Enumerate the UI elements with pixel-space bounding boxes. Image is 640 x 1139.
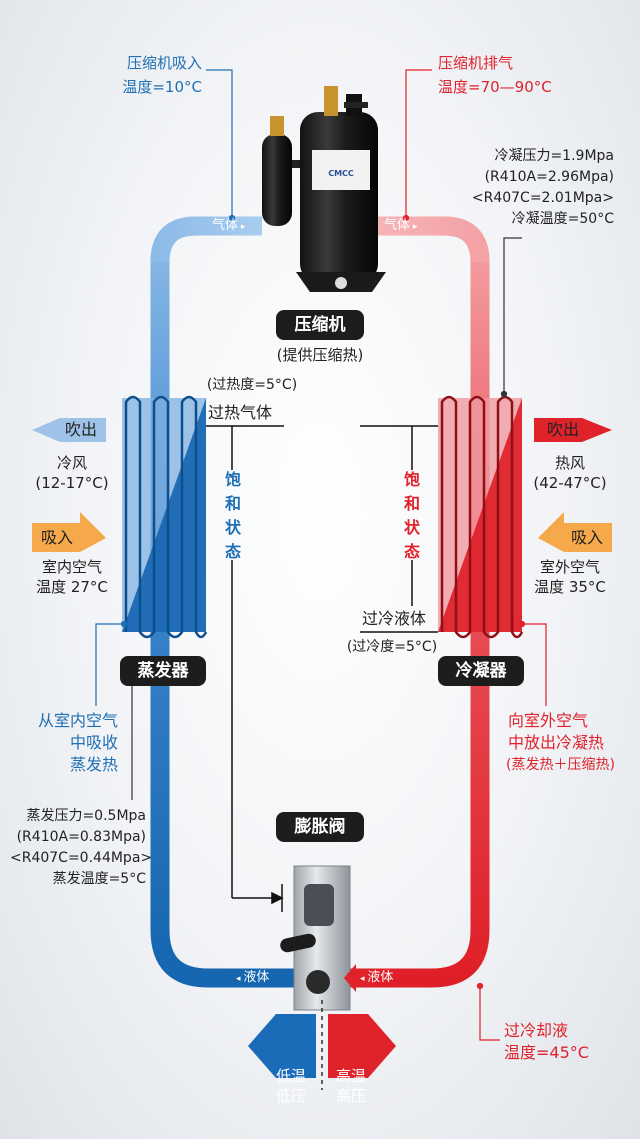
condenser-title: 冷凝器 — [438, 656, 524, 686]
cond-blow-out-arrow — [534, 418, 612, 442]
condensing-temperature: 冷凝温度=50°C — [511, 211, 614, 227]
absorb-line-3: 蒸发热 — [69, 755, 118, 774]
evap-intake-desc-2: 温度 27°C — [36, 578, 108, 596]
subcool-bracket — [360, 425, 438, 633]
evap-blow-out-label: 吹出 — [64, 420, 97, 439]
expansion-valve — [280, 865, 351, 1011]
expansion-valve-title: 膨胀阀 — [276, 812, 364, 842]
evaporator-coil — [122, 395, 208, 639]
absorb-pointer — [95, 620, 128, 706]
intake-label-1: 压缩机吸入 — [126, 54, 202, 72]
release-line-3: (蒸发热＋压缩热) — [506, 757, 615, 773]
saturation-right: 饱和状态 — [403, 470, 420, 561]
evap-blow-out-arrow — [32, 418, 106, 442]
saturation-left: 饱和状态 — [224, 470, 241, 561]
evaporating-r410a: (R410A=0.83Mpa) — [16, 829, 146, 845]
subcooled-line-1: 过冷却液 — [504, 1021, 569, 1040]
condensing-r407c: <R407C=2.01Mpa> — [471, 190, 614, 206]
subcooled-line-2: 温度=45°C — [504, 1043, 589, 1062]
evap-intake-label: 吸入 — [40, 528, 73, 547]
evaporating-pressure: 蒸发压力=0.5Mpa — [26, 808, 146, 824]
release-line-2: 中放出冷凝热 — [508, 733, 605, 752]
condensing-pointer — [500, 237, 522, 398]
absorb-line-1: 从室内空气 — [37, 711, 118, 730]
cond-blow-out-label: 吹出 — [546, 420, 579, 439]
subcool-label: 过冷液体 — [362, 609, 427, 628]
evaporator-title: 蒸发器 — [120, 656, 206, 686]
condensing-pressure: 冷凝压力=1.9Mpa — [494, 148, 614, 164]
pipe-loop — [150, 216, 490, 988]
cond-blow-out-desc-2: (42-47°C) — [533, 474, 607, 492]
compressor-brand: CMCC — [328, 169, 354, 178]
absorb-line-2: 中吸收 — [69, 733, 118, 752]
evap-intake-arrow — [32, 512, 106, 552]
intake-pointer — [206, 69, 236, 222]
pipe-label-liquid-right: ◂ 液体 — [360, 970, 394, 985]
pipe-label-gas-right: 气体 ▸ — [384, 218, 418, 233]
pipe-label-gas-left: 气体 ▸ — [212, 218, 246, 233]
exhaust-pointer — [402, 69, 432, 222]
compressor-title: 压缩机 — [276, 310, 364, 340]
compressor-subtitle: (提供压缩热) — [276, 346, 364, 364]
superheat-degree: (过热度=5°C) — [206, 377, 298, 393]
evap-blow-out-desc-1: 冷风 — [56, 454, 87, 472]
low-pressure-label: 低温 低压 — [275, 1067, 306, 1105]
evaporating-temperature: 蒸发温度=5°C — [52, 871, 146, 887]
compressor-unit: CMCC — [262, 86, 386, 292]
exhaust-label-1: 压缩机排气 — [438, 54, 514, 72]
release-line-1: 向室外空气 — [508, 711, 589, 730]
pipe-label-liquid-left: ◂ 液体 — [236, 970, 270, 985]
evaporating-r407c: <R407C=0.44Mpa> — [10, 850, 153, 866]
subcooled-pointer — [476, 982, 500, 1041]
cond-intake-arrow — [538, 512, 612, 552]
high-pressure-label: 高温 高压 — [335, 1067, 366, 1105]
evap-blow-out-desc-2: (12-17°C) — [35, 474, 109, 492]
high-pressure-arrow — [328, 1014, 396, 1078]
condenser-coil — [438, 395, 524, 639]
cond-blow-out-desc-1: 热风 — [554, 454, 585, 472]
superheat-bracket — [206, 425, 284, 912]
superheat-label: 过热气体 — [208, 403, 273, 422]
intake-label-2: 温度=10°C — [122, 78, 202, 96]
exhaust-label-2: 温度=70—90°C — [438, 78, 552, 96]
compressor-label-plate — [312, 150, 370, 190]
evap-intake-desc-1: 室内空气 — [41, 558, 102, 576]
subcool-degree: (过冷度=5°C) — [346, 639, 438, 655]
condensing-r410a: (R410A=2.96Mpa) — [484, 169, 614, 185]
low-pressure-arrow — [248, 1014, 316, 1078]
cond-intake-label: 吸入 — [570, 528, 603, 547]
cond-intake-desc-2: 温度 35°C — [534, 578, 606, 596]
cond-intake-desc-1: 室外空气 — [539, 558, 600, 576]
release-pointer — [518, 620, 547, 706]
